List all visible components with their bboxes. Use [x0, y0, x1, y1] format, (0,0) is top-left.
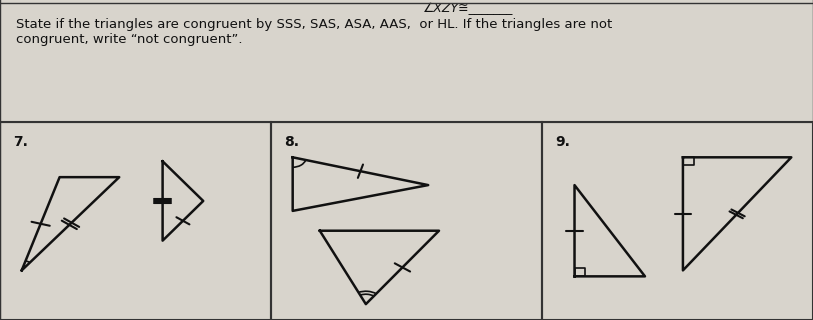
Text: 7.: 7. — [14, 135, 28, 149]
Text: 8.: 8. — [285, 135, 299, 149]
Text: ∠XZY≅_______: ∠XZY≅_______ — [423, 3, 513, 15]
Text: 9.: 9. — [555, 135, 571, 149]
Text: State if the triangles are congruent by SSS, SAS, ASA, AAS,  or HL. If the trian: State if the triangles are congruent by … — [16, 18, 612, 46]
